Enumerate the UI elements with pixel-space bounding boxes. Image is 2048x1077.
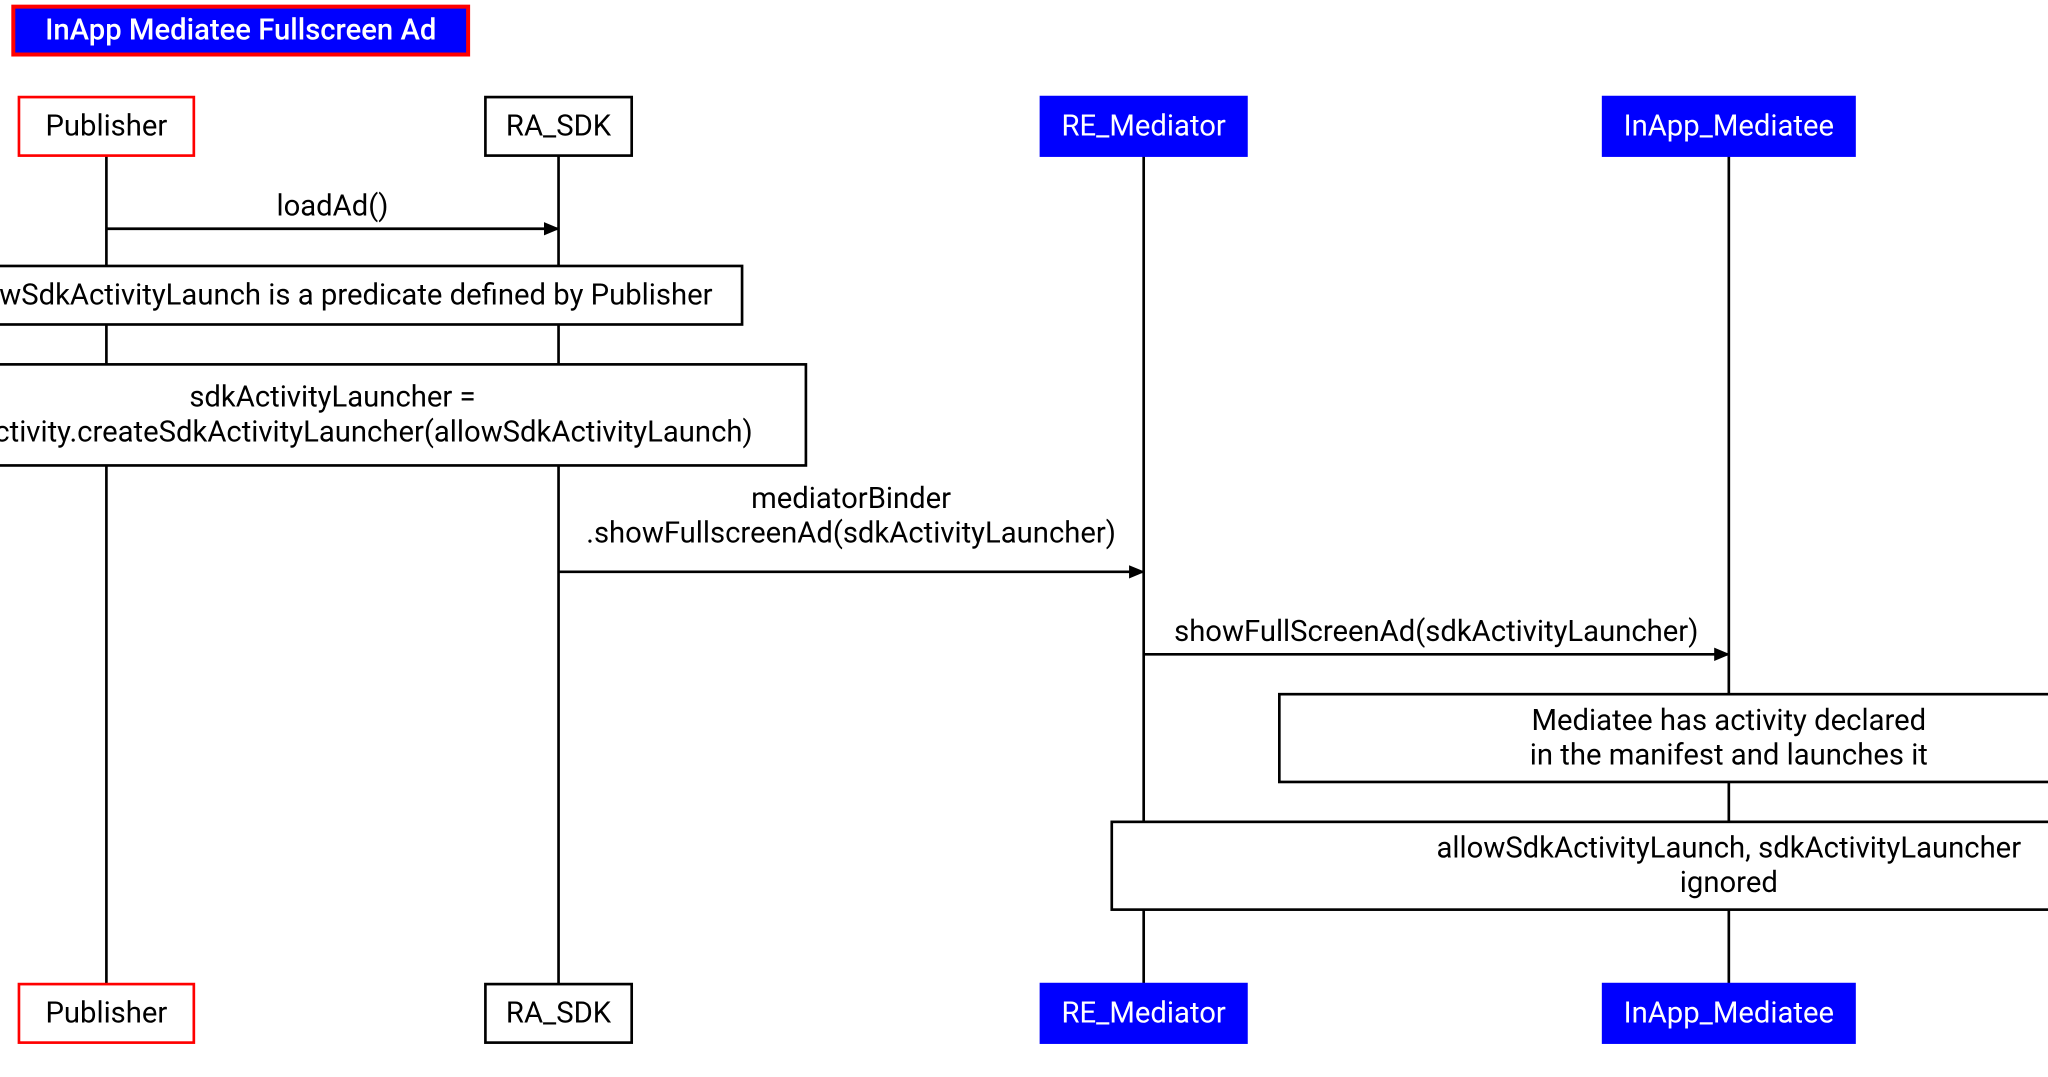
svg-text:sdkActivityLauncher =: sdkActivityLauncher =	[189, 381, 475, 415]
svg-text:allowSdkActivityLaunch, sdkAct: allowSdkActivityLaunch, sdkActivityLaunc…	[1437, 832, 2022, 866]
participant-label-inapp: InApp_Mediatee	[1624, 109, 1834, 143]
participant-label-publisher: Publisher	[45, 996, 167, 1030]
participant-label-re_med: RE_Mediator	[1062, 996, 1226, 1030]
svg-text:Mediatee has activity declared: Mediatee has activity declared	[1532, 704, 1927, 738]
svg-text:ignored: ignored	[1680, 866, 1778, 900]
participant-label-ra_sdk: RA_SDK	[506, 109, 612, 143]
svg-text:baseActivity.createSdkActivity: baseActivity.createSdkActivityLauncher(a…	[0, 415, 753, 449]
svg-text:allowSdkActivityLaunch is a pr: allowSdkActivityLaunch is a predicate de…	[0, 278, 713, 312]
participant-label-inapp: InApp_Mediatee	[1624, 996, 1834, 1030]
note-label-0: allowSdkActivityLaunch is a predicate de…	[0, 278, 713, 312]
note-label-2: Mediatee has activity declaredin the man…	[1530, 704, 1928, 773]
message-label-1: .showFullscreenAd(sdkActivityLauncher)	[586, 517, 1116, 551]
message-label-1: mediatorBinder	[751, 482, 951, 516]
participant-label-publisher: Publisher	[45, 109, 167, 143]
diagram-title: InApp Mediatee Fullscreen Ad	[13, 7, 468, 55]
sequence-diagram: InApp Mediatee Fullscreen Ad Publisher RA…	[0, 0, 2048, 1077]
participant-label-re_med: RE_Mediator	[1062, 109, 1226, 143]
title-label: InApp Mediatee Fullscreen Ad	[45, 14, 436, 48]
svg-text:in the manifest and launches i: in the manifest and launches it	[1530, 738, 1928, 772]
message-label-2: showFullScreenAd(sdkActivityLauncher)	[1174, 615, 1698, 649]
participants-top: Publisher RA_SDK RE_Mediator InApp_Mediatee	[19, 97, 1855, 156]
participant-label-ra_sdk: RA_SDK	[506, 996, 612, 1030]
notes-layer: allowSdkActivityLaunch is a predicate de…	[0, 266, 2048, 910]
participants-bottom: Publisher RA_SDK RE_Mediator InApp_Mediatee	[19, 984, 1855, 1043]
message-label-0: loadAd()	[276, 189, 388, 223]
